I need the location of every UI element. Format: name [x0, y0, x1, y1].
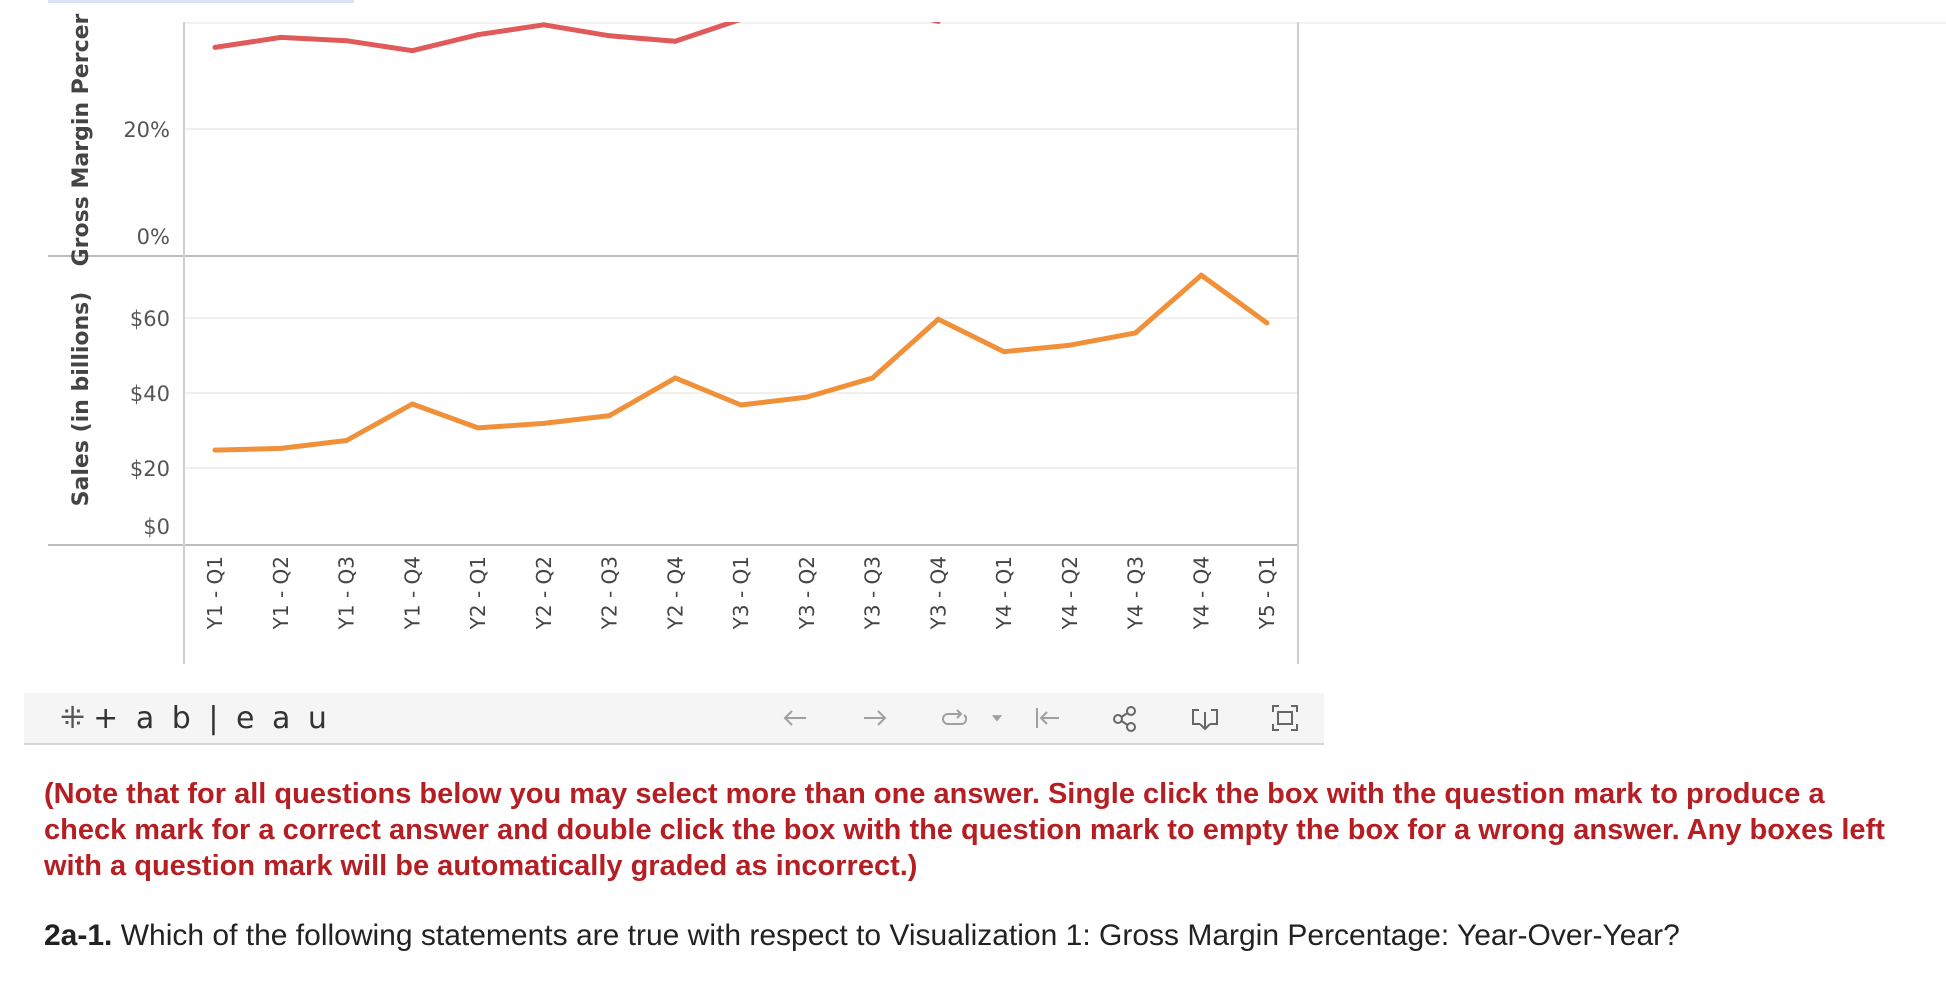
y-axis-title-sales: Sales (in billions) [69, 292, 94, 507]
data-point-sales[interactable] [804, 394, 810, 400]
series-gross-margin [212, 3, 941, 54]
data-point-sales[interactable] [672, 375, 678, 381]
x-tick-label: Y2 - Q1 [466, 556, 490, 630]
x-tick-label: Y4 - Q3 [1124, 556, 1148, 630]
x-tick-label: Y1 - Q4 [400, 556, 424, 630]
x-tick-label: Y1 - Q2 [269, 556, 293, 630]
redo-button[interactable] [856, 699, 894, 737]
data-point-sales[interactable] [870, 375, 875, 381]
x-tick-label: Y3 - Q1 [729, 556, 753, 630]
data-point-sales[interactable] [541, 420, 547, 426]
download-icon [1192, 709, 1218, 731]
data-point-sales[interactable] [607, 413, 612, 419]
x-tick-label: Y3 - Q4 [926, 556, 950, 630]
data-point-sales[interactable] [1198, 272, 1204, 278]
share-icon [1113, 706, 1136, 732]
y-tick-gm-0: 0% [137, 225, 170, 249]
data-point-gross-margin[interactable] [344, 38, 349, 44]
dropdown-caret-icon [991, 715, 1003, 722]
fullscreen-icon [1272, 705, 1298, 731]
x-tick-label: Y4 - Q2 [1058, 556, 1082, 630]
x-tick-label: Y4 - Q1 [992, 556, 1016, 630]
x-tick-label: Y1 - Q3 [335, 556, 359, 630]
data-point-sales[interactable] [1133, 330, 1138, 336]
data-point-gross-margin[interactable] [278, 34, 284, 40]
tableau-logo-mark: ⁜ [60, 700, 86, 736]
question-text: Which of the following statements are tr… [112, 919, 1680, 952]
data-point-gross-margin[interactable] [607, 33, 612, 39]
x-axis-labels: Y1 - Q1 Y1 - Q2 Y1 - Q3 Y1 - Q4 Y2 - Q1 Y2 - … [203, 556, 1279, 630]
x-tick-label: Y2 - Q3 [598, 556, 622, 630]
x-tick-label: Y3 - Q3 [861, 556, 885, 630]
y-tick-sales-60: $60 [130, 307, 170, 331]
reset-to-start-icon [1036, 708, 1059, 728]
data-point-gross-margin[interactable] [870, 3, 875, 8]
chart-area: Gross Margin Percer Sales (in billions) … [48, 0, 1946, 664]
instructions-note: (Note that for all questions below you m… [44, 778, 1885, 882]
x-tick-label: Y1 - Q1 [203, 556, 227, 630]
series-line-gross-margin [214, 22, 939, 54]
replay-button[interactable] [936, 699, 974, 737]
y-tick-gm-20: 20% [123, 118, 170, 142]
redo-arrow-icon [864, 710, 887, 726]
y-tick-sales-40: $40 [130, 382, 170, 406]
question-prompt: 2a-1. Which of the following statements … [44, 917, 1914, 955]
data-point-sales[interactable] [1264, 320, 1270, 326]
x-tick-label: Y2 - Q4 [663, 556, 687, 630]
y-tick-sales-0: $0 [143, 515, 170, 539]
data-point-gross-margin[interactable] [935, 19, 941, 24]
data-point-sales[interactable] [475, 425, 481, 431]
series-line-sales [214, 272, 1269, 453]
x-tick-label: Y5 - Q1 [1255, 556, 1279, 630]
x-tick-label: Y4 - Q4 [1189, 556, 1213, 630]
data-point-gross-margin[interactable] [541, 22, 547, 28]
data-point-sales[interactable] [409, 401, 415, 407]
x-tick-label: Y3 - Q2 [795, 556, 819, 630]
data-point-gross-margin[interactable] [212, 44, 218, 50]
series-sales [212, 272, 1270, 453]
data-point-gross-margin[interactable] [672, 38, 678, 44]
data-point-gross-margin[interactable] [804, 8, 809, 13]
data-point-gross-margin[interactable] [739, 17, 744, 22]
y-axis-title-gross-margin: Gross Margin Percer [69, 13, 94, 266]
x-tick-label: Y2 - Q2 [532, 556, 556, 630]
question-number: 2a-1. [44, 919, 113, 952]
data-point-sales[interactable] [212, 447, 218, 453]
share-button[interactable] [1106, 699, 1144, 737]
data-point-gross-margin[interactable] [475, 32, 481, 38]
replay-options-dropdown[interactable] [984, 699, 1010, 737]
tableau-logo-text: + a b | e a u [93, 700, 331, 736]
replay-icon [942, 709, 968, 725]
data-point-sales[interactable] [278, 445, 284, 451]
download-button[interactable] [1186, 699, 1224, 737]
data-point-sales[interactable] [935, 316, 941, 322]
data-point-sales[interactable] [738, 402, 744, 408]
tableau-logo[interactable]: ⁜ + a b | e a u [60, 700, 331, 736]
data-point-sales[interactable] [1067, 342, 1073, 348]
tableau-toolbar: ⁜ + a b | e a u [24, 693, 1324, 745]
data-point-gross-margin[interactable] [409, 48, 415, 54]
undo-arrow-icon [783, 710, 806, 726]
data-point-sales[interactable] [1001, 349, 1007, 355]
undo-button[interactable] [776, 699, 814, 737]
y-tick-sales-20: $20 [130, 457, 170, 481]
fullscreen-button[interactable] [1266, 699, 1304, 737]
reset-to-start-button[interactable] [1028, 699, 1066, 737]
top-scroll-tab [48, 0, 354, 3]
data-point-sales[interactable] [344, 438, 349, 444]
